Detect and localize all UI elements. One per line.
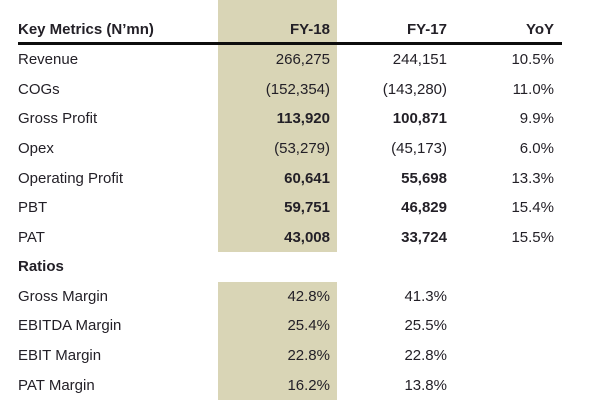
cell-yoy bbox=[455, 252, 562, 282]
cell-fy18 bbox=[218, 252, 337, 282]
table-row-ebitda-margin: EBITDA Margin 25.4% 25.5% bbox=[18, 311, 562, 341]
cell-yoy bbox=[455, 282, 562, 312]
col-header-yoy: YoY bbox=[525, 21, 554, 38]
cell-fy17: 25.5% bbox=[404, 317, 447, 335]
cell-fy17: 13.8% bbox=[404, 376, 447, 394]
row-label: PBT bbox=[18, 199, 48, 217]
cell-yoy: 9.9% bbox=[519, 110, 554, 128]
row-label: Gross Profit bbox=[18, 110, 98, 128]
row-label: EBITDA Margin bbox=[18, 317, 122, 335]
cell-fy18: (152,354) bbox=[218, 74, 337, 105]
cell-fy17: 100,871 bbox=[392, 110, 447, 128]
cell-yoy: 15.4% bbox=[511, 199, 554, 217]
table-row-gross-margin: Gross Margin 42.8% 41.3% bbox=[18, 281, 562, 312]
cell-fy17: 33,724 bbox=[401, 228, 447, 246]
cell-fy18: 16.2% bbox=[218, 370, 337, 400]
cell-fy17: 46,829 bbox=[401, 199, 447, 217]
table-row-gross-profit: Gross Profit 113,920 100,871 9.9% bbox=[18, 104, 562, 134]
cell-fy17: (143,280) bbox=[382, 80, 447, 98]
table-row-opex: Opex (53,279) (45,173) 6.0% bbox=[18, 133, 562, 164]
cell-yoy: 13.3% bbox=[511, 169, 554, 187]
cell-fy18: 42.8% bbox=[218, 281, 337, 312]
table-header-row: Key Metrics (N’mn) FY-18 FY-17 YoY bbox=[18, 0, 562, 45]
cell-fy18: 25.4% bbox=[218, 311, 337, 341]
cell-yoy: 11.0% bbox=[512, 80, 554, 98]
table-row-operating-profit: Operating Profit 60,641 55,698 13.3% bbox=[18, 163, 562, 193]
row-label: EBIT Margin bbox=[18, 347, 102, 365]
cell-yoy bbox=[455, 311, 562, 341]
row-label: Revenue bbox=[18, 51, 79, 69]
table-row-pat-margin: PAT Margin 16.2% 13.8% bbox=[18, 370, 562, 400]
table-row-pbt: PBT 59,751 46,829 15.4% bbox=[18, 192, 562, 223]
cell-fy17: (45,173) bbox=[391, 140, 447, 158]
table-section-row-ratios: Ratios bbox=[18, 252, 562, 282]
row-label: PAT Margin bbox=[18, 376, 95, 394]
cell-fy17: 22.8% bbox=[404, 347, 447, 365]
cell-yoy: 6.0% bbox=[519, 140, 554, 158]
cell-fy18: (53,279) bbox=[218, 133, 337, 164]
row-label: Gross Margin bbox=[18, 287, 109, 305]
cell-fy18: 59,751 bbox=[218, 192, 337, 223]
row-label: Opex bbox=[18, 140, 54, 158]
cell-fy18: 60,641 bbox=[218, 163, 337, 193]
table-row-pat: PAT 43,008 33,724 15.5% bbox=[18, 222, 562, 253]
row-label: Operating Profit bbox=[18, 169, 124, 187]
cell-fy17: 41.3% bbox=[404, 287, 447, 305]
row-label: PAT bbox=[18, 228, 45, 246]
cell-yoy bbox=[455, 341, 562, 371]
cell-fy17: 55,698 bbox=[401, 169, 447, 187]
table-row-cogs: COGs (152,354) (143,280) 11.0% bbox=[18, 74, 562, 105]
key-metrics-table: Key Metrics (N’mn) FY-18 FY-17 YoY Reven… bbox=[18, 0, 562, 400]
cell-fy18: 43,008 bbox=[218, 222, 337, 253]
table-body: Revenue 266,275 244,151 10.5% COGs (152,… bbox=[18, 45, 562, 400]
col-header-key-metrics: Key Metrics (N’mn) bbox=[18, 21, 154, 38]
col-header-fy18: FY-18 bbox=[218, 0, 337, 42]
cell-fy17: 244,151 bbox=[392, 51, 447, 69]
table-row-ebit-margin: EBIT Margin 22.8% 22.8% bbox=[18, 340, 562, 371]
col-header-fy17: FY-17 bbox=[406, 21, 447, 38]
cell-yoy bbox=[455, 370, 562, 400]
cell-fy18: 22.8% bbox=[218, 340, 337, 371]
table-row-revenue: Revenue 266,275 244,151 10.5% bbox=[18, 45, 562, 75]
cell-fy17 bbox=[337, 252, 455, 282]
cell-yoy: 15.5% bbox=[511, 228, 554, 246]
cell-fy18: 266,275 bbox=[218, 45, 337, 75]
cell-fy18: 113,920 bbox=[218, 104, 337, 134]
section-label: Ratios bbox=[18, 258, 64, 276]
cell-yoy: 10.5% bbox=[511, 51, 554, 69]
row-label: COGs bbox=[18, 80, 60, 98]
